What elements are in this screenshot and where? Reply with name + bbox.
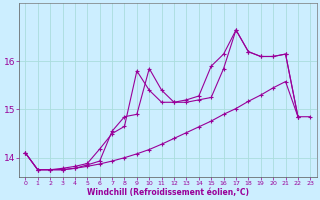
X-axis label: Windchill (Refroidissement éolien,°C): Windchill (Refroidissement éolien,°C) (87, 188, 249, 197)
